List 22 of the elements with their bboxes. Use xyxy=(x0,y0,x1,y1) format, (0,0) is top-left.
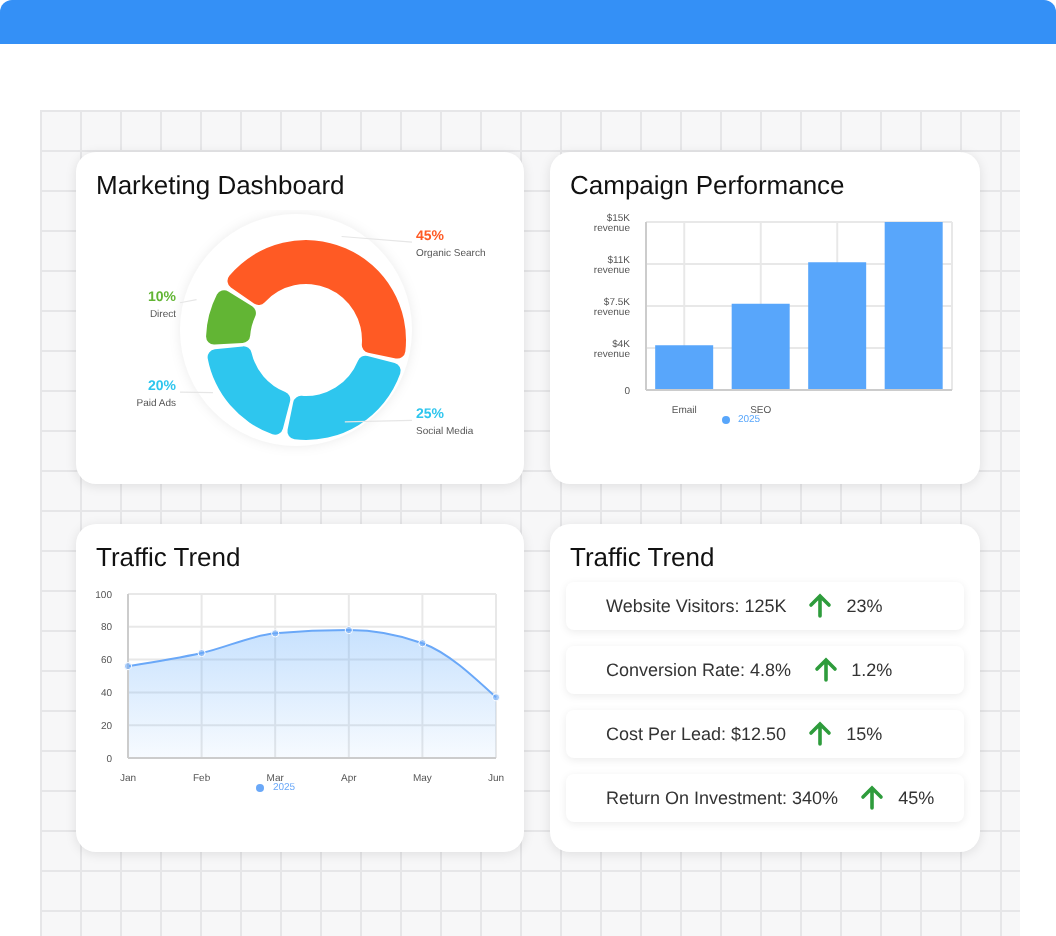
bar xyxy=(808,262,867,390)
text: 45% xyxy=(898,788,935,808)
text: Conversion Rate: 4.8% xyxy=(606,660,792,680)
bar xyxy=(731,303,790,390)
point xyxy=(123,662,133,671)
text: 23% xyxy=(846,596,883,616)
text: Return On Investment: 340% xyxy=(606,788,839,808)
chart-title: Campaign Performance xyxy=(568,168,847,204)
text: 1.2% xyxy=(851,660,893,680)
point xyxy=(491,693,501,702)
bar xyxy=(655,345,714,390)
point xyxy=(344,625,353,635)
bar xyxy=(884,222,943,390)
text: Website Visitors: 125K xyxy=(606,596,787,616)
chart-title: Traffic Trend xyxy=(94,540,243,576)
text: Traffic Trend xyxy=(568,540,717,576)
text: 15% xyxy=(846,724,883,744)
point xyxy=(418,639,427,648)
chart-title: Marketing Dashboard xyxy=(94,168,347,204)
point xyxy=(271,629,280,638)
point xyxy=(197,648,206,658)
text: Cost Per Lead: $12.50 xyxy=(606,724,787,744)
